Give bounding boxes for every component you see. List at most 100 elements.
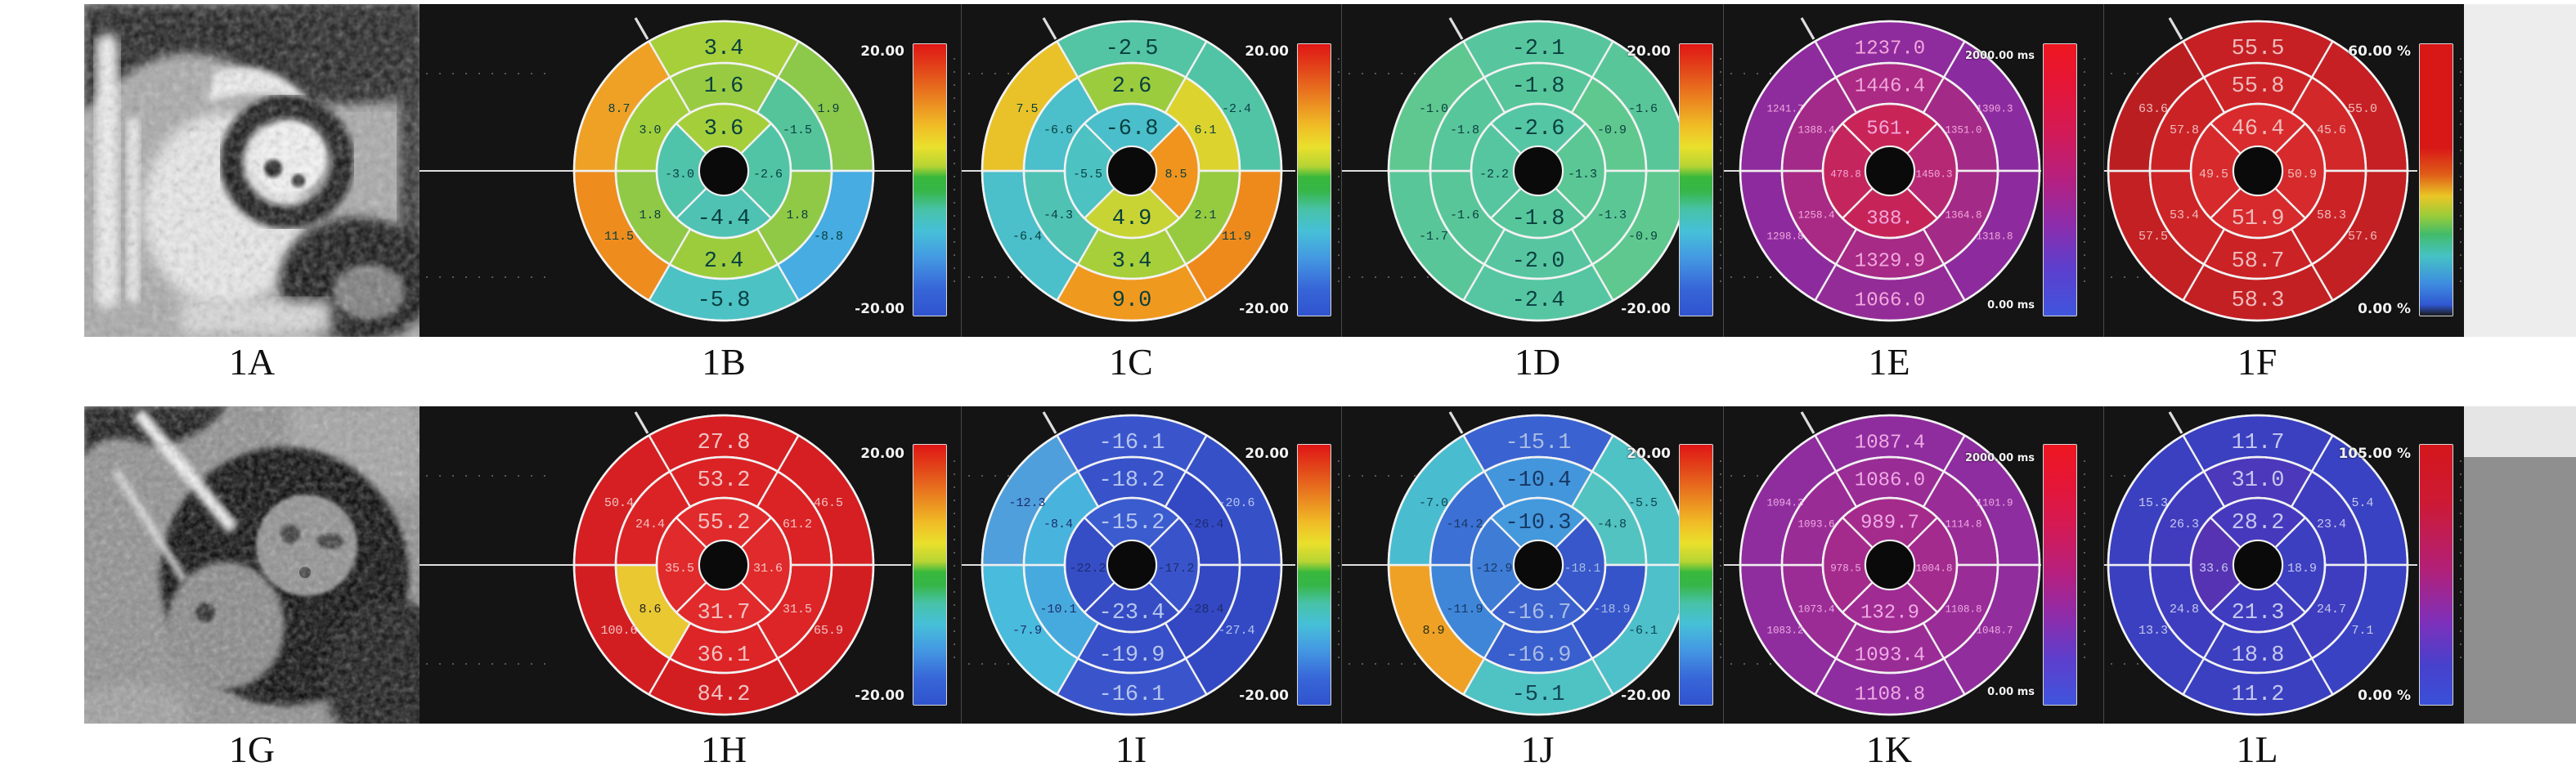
segment-value: 49.5 <box>2199 168 2228 182</box>
bullseye-center-hole <box>1106 540 1157 590</box>
segment-value: 9.0 <box>1112 289 1152 313</box>
tick-dots-top <box>426 73 549 74</box>
bullseye-panel-1h: 27.8 46.5 65.9 84.2 100.6 50.4 53.2 61.2 31.5 36.… <box>420 406 961 724</box>
colorbar-thermal <box>2043 43 2077 316</box>
segment-value: 1093.4 <box>1855 644 1925 666</box>
bullseye-chart-1k: 1087.4 1101.9 1048.7 1108.8 1083.2 1094.3 1086… <box>1739 411 2041 716</box>
segment-value: -2.4 <box>1222 102 1251 116</box>
segment-value: -8.8 <box>814 230 843 244</box>
segment-value: 33.6 <box>2199 562 2228 576</box>
scale-min-label: 0.00 % <box>2358 688 2411 704</box>
segment-value: -5.8 <box>698 289 751 313</box>
segment-value: 63.6 <box>2138 102 2168 116</box>
segment-value: 18.9 <box>2287 562 2317 576</box>
bullseye-panel-1c: -2.5 -2.4 11.9 9.0 -6.4 7.5 2.6 6.1 2.1 3.4 -4.3 -6… <box>961 4 1342 337</box>
scale-min-label: 0.00 ms <box>1987 686 2035 698</box>
segment-value: 1101.9 <box>1976 497 2013 509</box>
segment-value: 1108.8 <box>1855 684 1925 706</box>
segment-value: 50.4 <box>604 496 634 510</box>
segment-value: 1108.8 <box>1945 603 1981 615</box>
segment-value: 1.6 <box>704 74 744 99</box>
segment-value: 1073.4 <box>1797 603 1834 615</box>
page-edge-strip-bottom-light <box>2463 406 2576 457</box>
colorbar-rainbow <box>913 43 947 316</box>
bullseye-chart-1i: -16.1 -20.6 -27.4 -16.1 -7.9 -12.3 -18.2 -26.4 -… <box>981 411 1283 716</box>
bullseye-center-hole <box>1865 540 1915 590</box>
segment-value: 3.0 <box>639 123 661 137</box>
segment-value: 7.5 <box>1016 102 1038 116</box>
segment-value: 1066.0 <box>1855 289 1925 312</box>
segment-value: 1094.3 <box>1766 497 1803 509</box>
segment-value: -18.9 <box>1593 603 1630 616</box>
segment-value: 55.5 <box>2232 37 2285 61</box>
segment-value: -6.8 <box>1106 117 1159 141</box>
scale-max-label: 20.00 <box>860 43 904 60</box>
segment-value: -6.1 <box>1628 624 1658 638</box>
rv-insertion-pointer-line <box>1448 17 1464 40</box>
scale-min-label: -20.00 <box>1239 301 1289 317</box>
scale-min-label: -20.00 <box>1239 688 1289 704</box>
scale-max-label: 20.00 <box>1627 446 1671 462</box>
segment-value: 28.2 <box>2232 511 2285 536</box>
segment-value: -14.2 <box>1446 518 1483 531</box>
segment-value: -1.8 <box>1512 74 1565 99</box>
segment-value: -15.1 <box>1505 431 1571 455</box>
segment-value: -7.0 <box>1419 496 1448 510</box>
scale-min-label: -20.00 <box>855 688 904 704</box>
segment-value: 1086.0 <box>1855 469 1925 491</box>
segment-value: 8.5 <box>1165 168 1187 182</box>
segment-value: 24.4 <box>635 518 665 531</box>
scale-min-label: 0.00 ms <box>1987 299 2035 312</box>
segment-value: 1.8 <box>639 208 661 222</box>
segment-value: 46.5 <box>814 496 843 510</box>
segment-value: 26.3 <box>2170 518 2199 531</box>
segment-value: 11.5 <box>604 230 634 244</box>
segment-value: 1241.7 <box>1766 103 1803 114</box>
segment-value: 1004.8 <box>1915 563 1952 574</box>
segment-value: 57.6 <box>2348 230 2377 244</box>
cardiac-mri-image <box>84 406 420 724</box>
scale-max-label: 2000.00 ms <box>1964 50 2035 62</box>
segment-value: 1083.2 <box>1766 625 1803 636</box>
colorbar-rainbow <box>913 444 947 706</box>
scale-min-label: 0.00 % <box>2358 301 2411 317</box>
tick-dots-right <box>2084 58 2085 283</box>
segment-value: 1.8 <box>786 208 808 222</box>
segment-value: 84.2 <box>698 683 751 707</box>
scale-min-label: -20.00 <box>1621 688 1671 704</box>
segment-value: 35.5 <box>665 562 694 576</box>
caption-1j: 1J <box>1520 728 1555 770</box>
colorbar-rainbow <box>1679 444 1713 706</box>
bullseye-chart-1l: 11.7 5.4 7.1 11.2 13.3 15.3 31.0 23.4 24.7 18.8 24… <box>2107 411 2409 716</box>
segment-value: -7.9 <box>1012 624 1042 638</box>
bullseye-chart-1j: -15.1 -5.5 -6.1 -5.1 8.9 -7.0 -10.4 -4.8 -18.9 -1… <box>1387 411 1690 716</box>
mri-panel-1a <box>84 4 420 337</box>
segment-value: -6.4 <box>1012 230 1042 244</box>
segment-value: -4.8 <box>1597 518 1627 531</box>
segment-value: -20.6 <box>1218 496 1254 510</box>
bullseye-panel-1f: 55.5 55.0 57.6 58.3 57.5 63.6 55.8 45.6 58.3 58.7… <box>2103 4 2464 337</box>
segment-value: 989.7 <box>1860 512 1919 534</box>
segment-value: -22.2 <box>1069 562 1106 576</box>
segment-value: -2.6 <box>1512 117 1565 141</box>
segment-value: -23.4 <box>1098 601 1165 625</box>
bullseye-panel-1l: 11.7 5.4 7.1 11.2 13.3 15.3 31.0 23.4 24.7 18.8 24… <box>2103 406 2464 724</box>
bullseye-center-hole <box>2233 146 2283 196</box>
tick-dots-top <box>1349 73 1471 74</box>
segment-value: 1446.4 <box>1855 75 1925 97</box>
segment-value: -10.1 <box>1039 603 1076 616</box>
segment-value: 51.9 <box>2232 207 2285 231</box>
bullseye-panel-1k: 1087.4 1101.9 1048.7 1108.8 1083.2 1094.3 1086… <box>1723 406 2104 724</box>
segment-value: -5.5 <box>1073 168 1102 182</box>
segment-value: -2.4 <box>1512 289 1565 313</box>
tick-dots-right <box>1720 460 1721 670</box>
segment-value: 23.4 <box>2317 518 2346 531</box>
segment-value: -1.8 <box>1450 123 1479 137</box>
scale-max-label: 105.00 % <box>2338 446 2411 462</box>
tick-dots-top <box>426 475 549 477</box>
rv-insertion-pointer-line <box>634 411 649 434</box>
segment-value: 24.8 <box>2170 603 2199 616</box>
bullseye-center-hole <box>698 540 749 590</box>
scale-max-label: 20.00 <box>1245 446 1289 462</box>
bullseye-center-hole <box>1513 146 1564 196</box>
